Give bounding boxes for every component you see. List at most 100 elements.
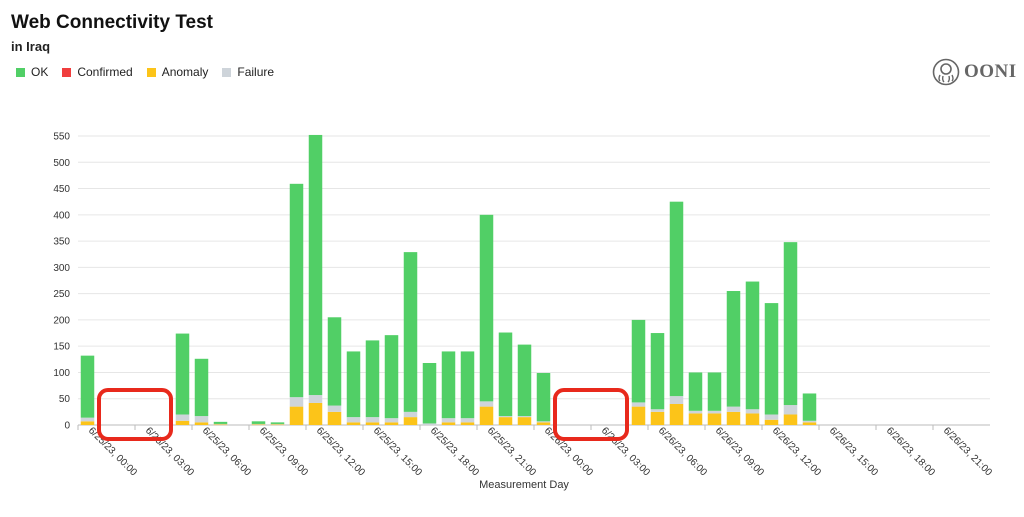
highlight-box: [97, 388, 173, 441]
bar-segment-failure: [745, 409, 760, 414]
legend-label-failure: Failure: [237, 65, 275, 79]
bar-segment-ok: [213, 421, 228, 424]
bar-segment-ok: [745, 281, 760, 410]
y-tick-label: 400: [53, 210, 70, 221]
bar-segment-failure: [213, 423, 228, 425]
bar-segment-failure: [631, 402, 646, 407]
bar-segment-anomaly: [631, 406, 646, 425]
y-tick-label: 0: [64, 421, 70, 432]
x-tick-label: 6/26/23, 12:00: [770, 425, 823, 478]
bar-segment-anomaly: [517, 417, 532, 425]
y-tick-label: 150: [53, 342, 70, 353]
legend-item-confirmed[interactable]: Confirmed: [62, 65, 133, 79]
bar-segment-anomaly: [194, 422, 209, 425]
y-tick-label: 50: [59, 394, 71, 405]
bar-segment-failure: [422, 423, 437, 425]
x-tick-label: 6/26/23, 18:00: [884, 425, 937, 478]
bar-segment-anomaly: [327, 411, 342, 425]
y-tick-label: 200: [53, 315, 70, 326]
bar-segment-ok: [498, 332, 513, 417]
bar-segment-ok: [194, 358, 209, 417]
bar-segment-anomaly: [764, 419, 779, 425]
bar-segment-ok: [650, 333, 665, 410]
bar-segment-anomaly: [80, 421, 95, 425]
bar-segment-ok: [175, 333, 190, 415]
bar-segment-failure: [669, 396, 684, 404]
bar-segment-ok: [384, 335, 399, 419]
bar-segment-anomaly: [536, 422, 551, 425]
bar-segment-anomaly: [745, 413, 760, 425]
bar-segment-anomaly: [479, 406, 494, 425]
bar-segment-failure: [175, 414, 190, 421]
chart-subtitle: in Iraq: [11, 39, 51, 54]
x-tick-label: 6/25/23, 09:00: [257, 425, 310, 478]
x-tick-label: 6/26/23, 06:00: [656, 425, 709, 478]
bar-segment-ok: [688, 372, 703, 411]
bar-segment-ok: [631, 319, 646, 403]
bar-segment-ok: [669, 201, 684, 397]
x-tick-label: 6/25/23, 21:00: [485, 425, 538, 478]
bar-segment-anomaly: [669, 403, 684, 425]
bar-segment-ok: [422, 362, 437, 424]
bar-segment-anomaly: [384, 422, 399, 425]
bar-segment-anomaly: [650, 411, 665, 425]
bar-segment-failure: [308, 395, 323, 403]
bar-segment-ok: [80, 355, 95, 418]
bar-segment-anomaly: [289, 406, 304, 425]
bar-segment-ok: [270, 422, 285, 424]
y-tick-label: 250: [53, 289, 70, 300]
y-tick-label: 500: [53, 158, 70, 169]
bar-segment-ok: [707, 372, 722, 411]
ooni-logo-text: OONI: [964, 61, 1017, 82]
bar-segment-failure: [460, 418, 475, 423]
bar-segment-failure: [536, 421, 551, 423]
bar-segment-anomaly: [707, 413, 722, 425]
highlight-box: [553, 388, 629, 441]
y-tick-label: 300: [53, 263, 70, 274]
bar-segment-ok: [802, 393, 817, 421]
bar-segment-anomaly: [441, 422, 456, 425]
bar-segment-failure: [498, 416, 513, 418]
bar-segment-anomaly: [213, 424, 228, 426]
y-tick-label: 450: [53, 184, 70, 195]
bar-segment-ok: [764, 303, 779, 415]
bar-segment-failure: [384, 418, 399, 423]
legend-item-ok[interactable]: OK: [16, 65, 48, 79]
bar-segment-anomaly: [251, 424, 266, 426]
y-tick-label: 350: [53, 237, 70, 248]
x-tick-label: 6/25/23, 15:00: [371, 425, 424, 478]
bar-segment-ok: [479, 214, 494, 402]
y-tick-label: 550: [53, 132, 70, 143]
bar-segment-anomaly: [802, 422, 817, 425]
bar-segment-ok: [327, 317, 342, 406]
bar-segment-ok: [726, 291, 741, 407]
legend-item-anomaly[interactable]: Anomaly: [146, 65, 208, 79]
bar-segment-anomaly: [460, 422, 475, 425]
bar-segment-anomaly: [726, 411, 741, 425]
legend-swatch-ok: [16, 67, 25, 77]
bar-segment-failure: [327, 405, 342, 412]
bar-segment-ok: [441, 351, 456, 419]
bar-segment-failure: [650, 409, 665, 412]
legend-item-failure[interactable]: Failure: [222, 65, 274, 79]
bar-segment-failure: [517, 416, 532, 418]
bar-segment-failure: [441, 418, 456, 423]
legend-label-confirmed: Confirmed: [77, 65, 133, 79]
bar-segment-anomaly: [175, 420, 190, 425]
x-tick-label: 6/26/23, 09:00: [713, 425, 766, 478]
x-tick-label: 6/25/23, 18:00: [428, 425, 481, 478]
ooni-logo: OONI: [932, 58, 1017, 86]
chart-title: Web Connectivity Test: [11, 12, 213, 33]
bar-segment-anomaly: [403, 417, 418, 425]
bar-segment-failure: [80, 417, 95, 422]
legend-swatch-failure: [222, 67, 232, 77]
bar-segment-ok: [308, 134, 323, 396]
bar-segment-failure: [251, 423, 266, 425]
bar-segment-failure: [194, 416, 209, 423]
bar-segment-ok: [251, 421, 266, 424]
bar-segment-anomaly: [498, 417, 513, 425]
bar-segment-failure: [270, 423, 285, 425]
bar-segment-ok: [403, 252, 418, 412]
bar-segment-ok: [346, 351, 361, 418]
